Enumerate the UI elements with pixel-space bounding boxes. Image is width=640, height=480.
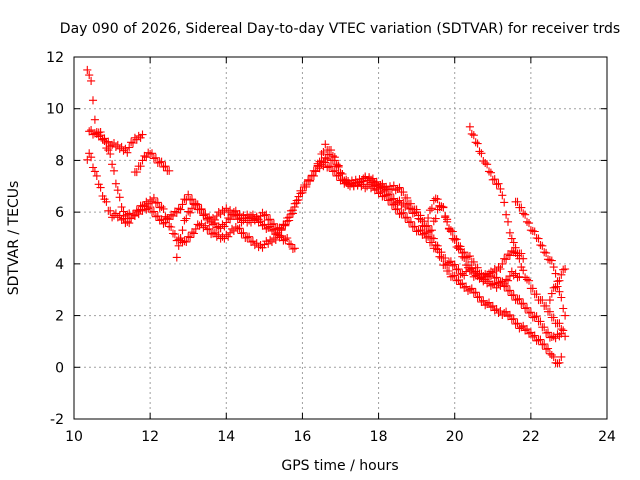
series-markers <box>85 125 147 157</box>
x-tick-label: 10 <box>65 429 83 445</box>
y-tick-label: 12 <box>46 50 64 66</box>
x-axis-label: GPS time / hours <box>281 458 398 474</box>
data-series <box>83 65 570 368</box>
grid-lines <box>74 57 607 419</box>
series-satellite-track-10 <box>545 264 570 305</box>
series-satellite-track-7 <box>424 194 524 292</box>
series-markers <box>465 122 570 341</box>
y-tick-label: 8 <box>55 153 64 169</box>
chart-title: Day 090 of 2026, Sidereal Day-to-day VTE… <box>60 21 620 37</box>
x-tick-label: 24 <box>598 429 616 445</box>
x-tick-label: 14 <box>217 429 235 445</box>
x-tick-label: 20 <box>446 429 464 445</box>
x-tick-label: 22 <box>522 429 540 445</box>
series-satellite-track-9 <box>511 197 570 320</box>
x-tick-label: 12 <box>141 429 159 445</box>
series-satellite-track-8 <box>465 122 570 341</box>
y-tick-label: 0 <box>55 360 64 376</box>
x-tick-label: 18 <box>370 429 388 445</box>
y-tick-label: 10 <box>46 102 64 118</box>
y-tick-label: -2 <box>50 412 64 428</box>
y-tick-label: 4 <box>55 257 64 273</box>
series-markers <box>545 264 570 305</box>
series-markers <box>511 197 570 320</box>
axis-ticks <box>73 56 608 420</box>
series-markers <box>130 148 174 177</box>
series-markers <box>424 194 524 292</box>
series-satellite-track-3 <box>85 125 147 157</box>
y-tick-labels: -2 0 2 4 6 8 10 12 <box>46 50 64 428</box>
y-tick-label: 2 <box>55 309 64 325</box>
y-tick-label: 6 <box>55 205 64 221</box>
y-axis-label: SDTVAR / TECUs <box>6 181 22 296</box>
plot-frame <box>73 56 608 420</box>
x-tick-label: 16 <box>294 429 312 445</box>
series-satellite-track-4 <box>130 148 174 177</box>
x-tick-labels: 10 12 14 16 18 20 22 24 <box>65 429 616 445</box>
